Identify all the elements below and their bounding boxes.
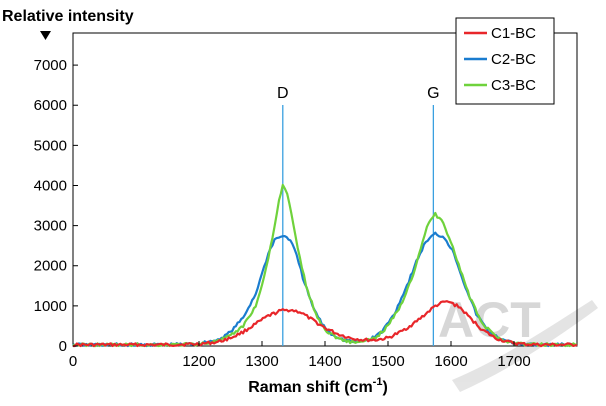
x-tick-label: 1200 (182, 353, 215, 370)
y-tick-label: 1000 (34, 298, 67, 315)
peak-label-g: G (427, 85, 439, 102)
y-tick-label: 2000 (34, 258, 67, 275)
x-tick-label: 1700 (497, 353, 530, 370)
x-axis-title-close: ) (382, 379, 387, 396)
legend-label-c2-bc: C2-BC (491, 51, 536, 68)
y-tick-label: 6000 (34, 97, 67, 114)
y-axis-title: Relative intensity (2, 8, 134, 25)
legend-label-c3-bc: C3-BC (491, 77, 536, 94)
x-tick-label: 0 (69, 353, 77, 370)
peak-label-d: D (277, 85, 289, 102)
y-axis-ticks: 0 1000 2000 3000 4000 5000 6000 7000 (34, 57, 78, 355)
legend-label-c1-bc: C1-BC (491, 25, 536, 42)
y-tick-label: 3000 (34, 218, 67, 235)
legend: C1-BC C2-BC C3-BC (455, 17, 555, 105)
y-tick-label: 4000 (34, 177, 67, 194)
x-axis-ticks: 0 1200 1300 1400 1500 1600 1700 (69, 341, 531, 370)
x-tick-label: 1600 (434, 353, 467, 370)
x-tick-label: 1300 (245, 353, 278, 370)
x-axis-title-superscript: -1 (373, 376, 383, 388)
x-axis-title-main: Raman shift (cm (248, 379, 372, 396)
y-tick-label: 0 (59, 338, 67, 355)
legend-items: C1-BC C2-BC C3-BC (464, 25, 536, 94)
y-axis-arrow-icon (40, 31, 51, 40)
x-tick-label: 1500 (371, 353, 404, 370)
series-lines (72, 183, 578, 348)
x-axis-title: Raman shift (cm-1) (248, 376, 388, 396)
watermark-text: ACT (438, 292, 541, 348)
series-line-c1-bc (73, 300, 578, 348)
y-tick-label: 5000 (34, 137, 67, 154)
y-tick-label: 7000 (34, 57, 67, 74)
x-tick-label: 1400 (308, 353, 341, 370)
